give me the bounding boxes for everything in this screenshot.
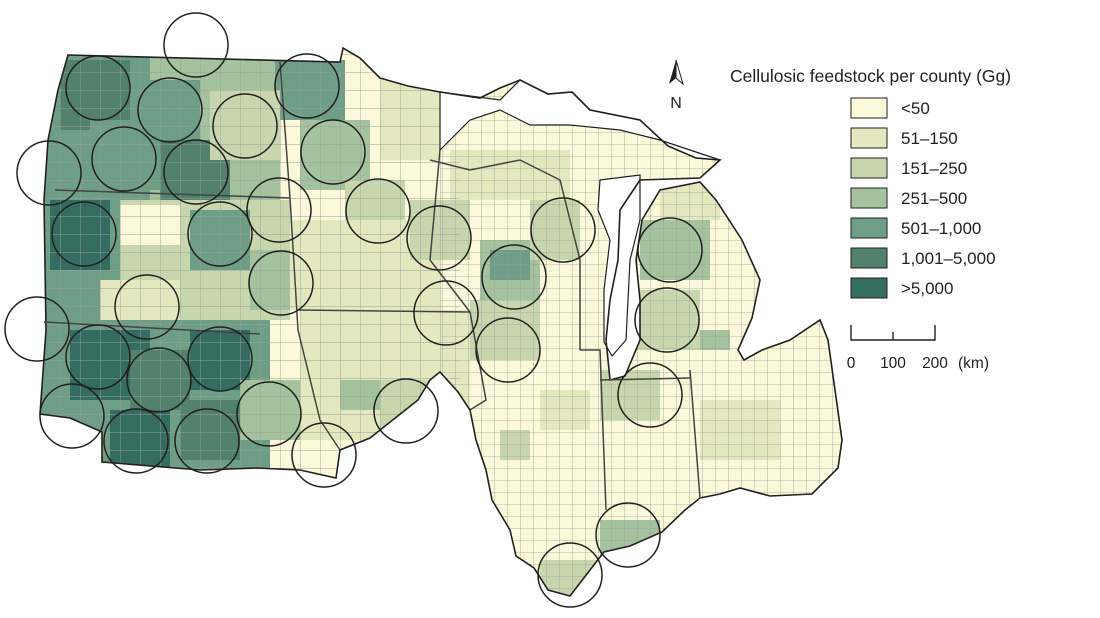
legend-label: <50: [901, 99, 930, 118]
circle: [212, 93, 278, 159]
legend-swatch: [850, 217, 888, 239]
circle: [163, 139, 229, 205]
circle: [248, 250, 314, 316]
circle: [617, 362, 683, 428]
scale-bar: 0 100 200 (km): [847, 325, 989, 372]
legend-label: 151–250: [901, 159, 967, 178]
circle: [91, 126, 157, 192]
legend: Cellulosic feedstock per county (Gg) <50…: [730, 66, 1011, 299]
circle: [537, 542, 603, 608]
circle: [373, 378, 439, 444]
circle: [634, 287, 700, 353]
collection-circles: [4, 12, 703, 608]
circle: [291, 422, 357, 488]
circle: [187, 201, 253, 267]
circle: [530, 197, 596, 263]
circle: [65, 324, 131, 390]
circle: [413, 280, 479, 346]
legend-swatch: [850, 157, 888, 179]
legend-label: >5,000: [901, 279, 953, 298]
legend-swatch: [850, 187, 888, 209]
circle: [345, 178, 411, 244]
circle: [65, 55, 131, 121]
circle: [163, 12, 229, 78]
north-arrow: N: [669, 59, 684, 112]
circle: [274, 53, 340, 119]
legend-label: 51–150: [901, 129, 958, 148]
circle: [637, 217, 703, 283]
legend-label: 1,001–5,000: [901, 249, 996, 268]
circle: [39, 383, 105, 449]
circle: [103, 408, 169, 474]
legend-title: Cellulosic feedstock per county (Gg): [730, 66, 1011, 86]
circle: [51, 201, 117, 267]
state-borders: [39, 47, 843, 597]
circle: [4, 296, 70, 362]
legend-swatch: [850, 277, 888, 299]
scale-tick-0: 0: [847, 355, 856, 372]
scale-tick-200: 200: [922, 355, 948, 372]
legend-swatch: [850, 247, 888, 269]
legend-label: 501–1,000: [901, 219, 981, 238]
scale-unit: (km): [958, 355, 989, 372]
circle: [300, 119, 366, 185]
legend-swatch: [850, 127, 888, 149]
circle: [174, 408, 240, 474]
legend-swatch: [850, 97, 888, 119]
circle: [187, 326, 253, 392]
legend-label: 251–500: [901, 189, 967, 208]
north-label: N: [670, 95, 682, 112]
circle: [595, 502, 661, 568]
circle: [16, 140, 82, 206]
circle: [481, 244, 547, 310]
scale-tick-100: 100: [880, 355, 906, 372]
circle: [114, 274, 180, 340]
circle: [246, 177, 312, 243]
circle: [236, 381, 302, 447]
county-shading: [40, 48, 842, 596]
circle: [406, 205, 472, 271]
circle: [126, 347, 192, 413]
circle: [475, 317, 541, 383]
circle: [137, 77, 203, 143]
